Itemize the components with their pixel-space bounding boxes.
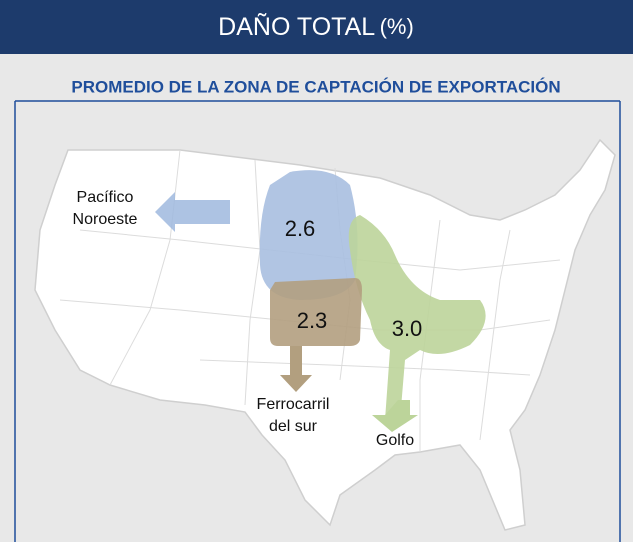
arrow-gulf — [372, 400, 418, 432]
title-unit: (%) — [380, 14, 414, 39]
region-value: 3.0 — [392, 316, 423, 341]
region-value: 2.3 — [297, 308, 328, 333]
destination-label: Ferrocarril — [257, 396, 330, 413]
region-blue — [259, 170, 358, 300]
destination-label: del sur — [269, 418, 318, 435]
destination-label: Pacífico — [77, 189, 134, 206]
arrow-south-rail — [280, 346, 312, 392]
header-bar — [0, 0, 633, 54]
destination-label: Noroeste — [73, 211, 138, 228]
region-green — [348, 215, 486, 420]
title-text: DAÑO TOTAL — [218, 12, 375, 41]
destination-label: Golfo — [376, 432, 414, 449]
subtitle: PROMEDIO DE LA ZONA DE CAPTACIÓN DE EXPO… — [71, 77, 560, 96]
arrow-northwest — [155, 192, 230, 232]
header-title: DAÑO TOTAL (%) — [218, 12, 414, 41]
region-value: 2.6 — [285, 216, 316, 241]
region-brown — [270, 278, 362, 346]
